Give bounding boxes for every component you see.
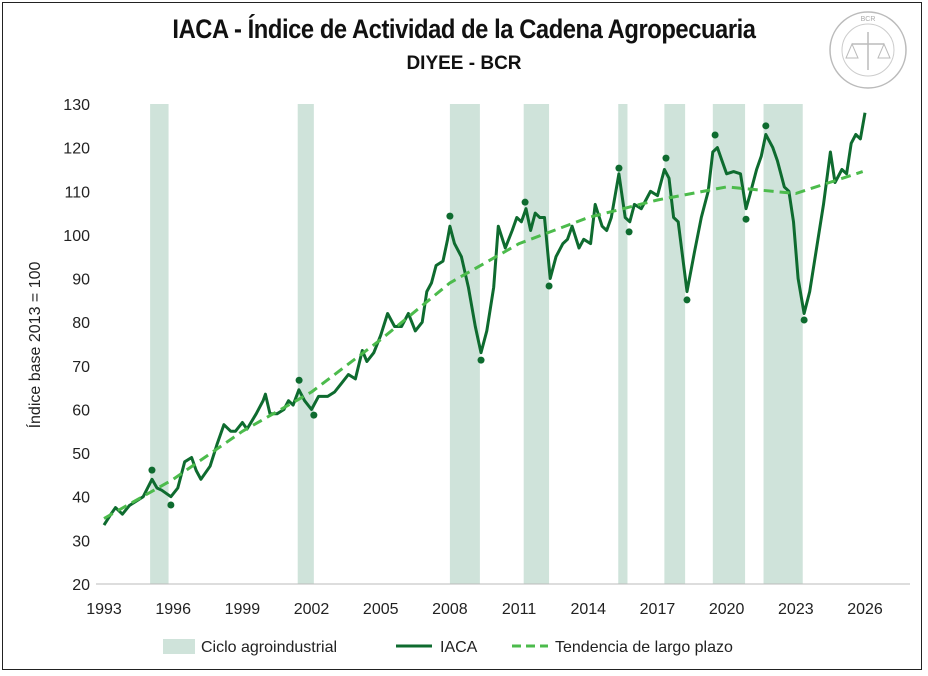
cycle-band [712, 104, 746, 584]
y-tick-label: 30 [72, 533, 90, 550]
legend-label-iaca: IACA [440, 639, 478, 656]
turning-point-marker [521, 198, 529, 206]
turning-point-marker [711, 131, 719, 139]
turning-point-marker [477, 356, 485, 364]
turning-point-marker [742, 215, 750, 223]
trend-line [103, 170, 864, 520]
x-tick-label: 1993 [86, 601, 122, 618]
turning-point-marker [615, 164, 623, 172]
iaca-line [102, 112, 867, 526]
cycle-band [763, 104, 803, 584]
bcr-logo-seal: BCR [829, 11, 907, 89]
chart-subtitle: DIYEE - BCR [406, 53, 522, 74]
x-tick-label: 2026 [847, 601, 883, 618]
y-tick-label: 120 [63, 141, 90, 158]
turning-point-marker [295, 376, 303, 384]
y-tick-label: 90 [72, 272, 90, 289]
y-tick-label: 20 [72, 577, 90, 594]
turning-point-marker [148, 466, 156, 474]
y-tick-label: 100 [63, 228, 90, 245]
cycle-band [449, 104, 480, 584]
legend-label-cycle: Ciclo agroindustrial [201, 639, 337, 656]
svg-text:BCR: BCR [861, 16, 876, 23]
legend: Ciclo agroindustrial IACA Tendencia de l… [163, 639, 733, 656]
x-tick-label: 2002 [294, 601, 330, 618]
legend-label-trend: Tendencia de largo plazo [555, 639, 733, 656]
x-tick-label: 2011 [502, 601, 537, 618]
x-tick-label: 1999 [225, 601, 261, 618]
y-axis-label: Índice base 2013 = 100 [25, 262, 44, 429]
turning-point-marker [800, 316, 808, 324]
y-tick-label: 70 [72, 359, 90, 376]
cycle-band [150, 104, 169, 584]
x-tick-label: 2017 [640, 601, 676, 618]
cycle-band [618, 104, 628, 584]
legend-swatch-cycle [163, 639, 195, 654]
cycle-band [523, 104, 550, 584]
turning-point-marker [762, 122, 770, 130]
x-tick-label: 1996 [155, 601, 191, 618]
turning-point-marker [683, 296, 691, 304]
y-tick-label: 80 [72, 315, 90, 332]
y-tick-label: 60 [72, 402, 90, 419]
chart-frame [2, 2, 922, 670]
x-tick-label: 2005 [363, 601, 399, 618]
turning-point-marker [446, 212, 454, 220]
y-tick-label: 130 [63, 97, 90, 114]
turning-point-marker [310, 411, 318, 419]
turning-point-marker [662, 154, 670, 162]
x-tick-label: 2023 [778, 601, 814, 618]
x-tick-label: 2014 [570, 601, 606, 618]
chart-title: IACA - Índice de Actividad de la Cadena … [172, 14, 756, 44]
y-tick-label: 50 [72, 446, 90, 463]
y-tick-label: 40 [72, 490, 90, 507]
turning-point-marker [167, 501, 175, 509]
turning-point-marker [545, 282, 553, 290]
cycle-band [297, 104, 314, 584]
x-tick-label: 2020 [709, 601, 745, 618]
turning-point-marker [625, 228, 633, 236]
y-tick-label: 110 [64, 184, 90, 201]
x-tick-label: 2008 [432, 601, 468, 618]
